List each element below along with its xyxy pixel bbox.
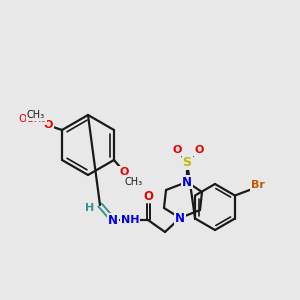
Text: H: H bbox=[85, 203, 94, 213]
Text: N: N bbox=[175, 212, 185, 224]
Text: N: N bbox=[108, 214, 118, 226]
Text: O: O bbox=[172, 145, 182, 155]
Text: O: O bbox=[143, 190, 153, 202]
Text: S: S bbox=[182, 155, 191, 169]
Text: OCH₃: OCH₃ bbox=[18, 114, 46, 124]
Text: CH₃: CH₃ bbox=[125, 177, 143, 187]
Text: O: O bbox=[194, 145, 204, 155]
Text: N: N bbox=[182, 176, 192, 188]
Text: O: O bbox=[43, 120, 53, 130]
Text: CH₃: CH₃ bbox=[27, 110, 45, 120]
Text: NH: NH bbox=[121, 215, 139, 225]
Text: Br: Br bbox=[251, 181, 265, 190]
Text: O: O bbox=[119, 167, 129, 177]
